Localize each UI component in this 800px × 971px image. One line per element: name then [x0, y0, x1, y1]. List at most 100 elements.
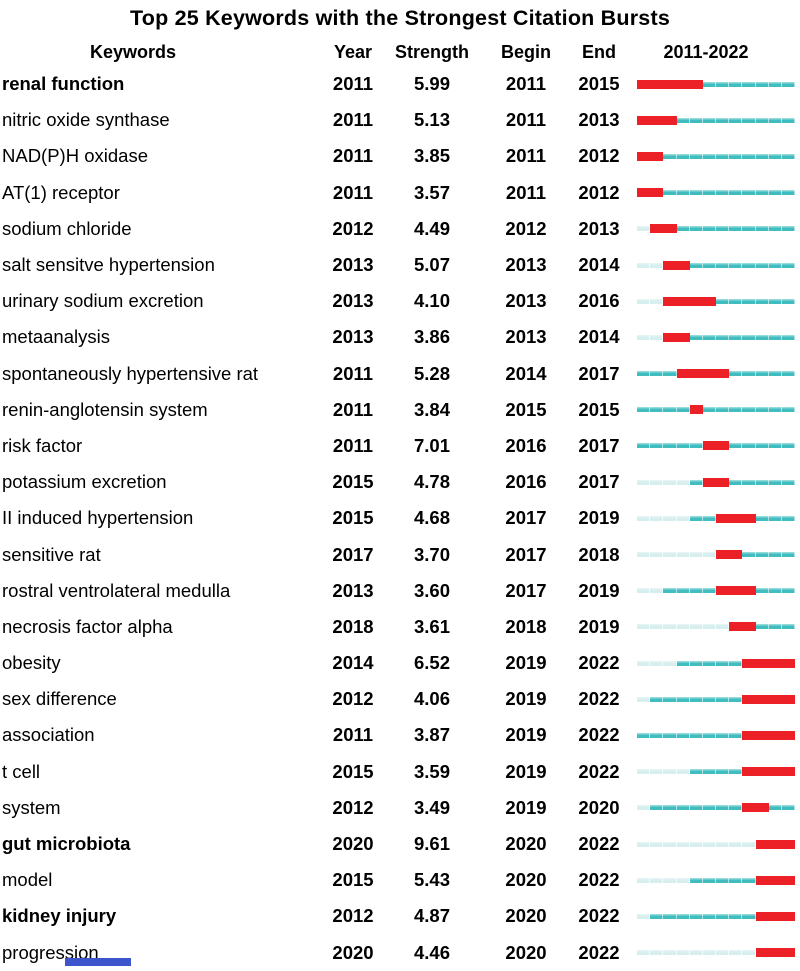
year-segment-2022-burst — [781, 911, 796, 921]
year-segment-2016-pre — [702, 950, 717, 956]
begin-cell: 2011 — [505, 109, 547, 131]
year-cell: 2017 — [332, 543, 374, 565]
year-segment-2022-burst — [781, 839, 796, 849]
table-row: model 2015 5.43 2020 2022 — [0, 862, 800, 898]
timeline-cell — [630, 862, 800, 898]
year-segment-2014-pre — [676, 624, 690, 630]
year-cell: 2011 — [332, 109, 374, 131]
end-cell: 2022 — [578, 760, 620, 782]
year-segment-2020-active — [755, 334, 769, 340]
year-segment-2014-active — [676, 913, 690, 919]
year-segment-2013-burst — [663, 260, 677, 270]
year-segment-2012-burst — [650, 151, 664, 161]
table-row: salt sensitve hypertension 2013 5.07 201… — [0, 247, 800, 283]
keyword-cell: renal function — [2, 73, 125, 95]
year-segment-2012-active — [650, 443, 664, 449]
year-segment-2022-active — [781, 117, 796, 123]
year-segment-2012-pre — [650, 515, 664, 521]
year-segment-2012-burst — [650, 115, 664, 125]
year-segment-2016-active — [702, 588, 717, 594]
year-segment-2018-burst — [729, 622, 743, 632]
end-cell: 2014 — [578, 254, 620, 276]
timeline-cell — [630, 464, 800, 500]
year-segment-2020-burst — [755, 911, 769, 921]
timeline-cell — [630, 573, 800, 609]
year-segment-2018-active — [729, 334, 743, 340]
year-segment-2012-pre — [650, 479, 664, 485]
strength-cell: 7.01 — [413, 434, 450, 456]
year-segment-2021-active — [768, 805, 782, 811]
year-segment-2020-active — [755, 262, 769, 268]
year-segment-2018-burst — [729, 513, 743, 523]
year-segment-2022-active — [781, 226, 796, 232]
timeline-cell — [630, 428, 800, 464]
strength-cell: 4.68 — [413, 507, 450, 529]
keyword-cell: potassium excretion — [2, 471, 167, 493]
year-segment-2019-pre — [742, 841, 756, 847]
keyword-cell: II induced hypertension — [2, 507, 194, 529]
year-segment-2017-active — [716, 805, 730, 811]
table-row: system 2012 3.49 2019 2020 — [0, 790, 800, 826]
timeline-cell — [630, 609, 800, 645]
year-segment-2021-active — [768, 371, 782, 377]
begin-cell: 2013 — [505, 254, 547, 276]
year-segment-2019-active — [742, 913, 756, 919]
end-cell: 2020 — [578, 796, 620, 818]
strength-cell: 5.13 — [413, 109, 450, 131]
year-segment-2017-active — [716, 81, 730, 87]
year-segment-2011-pre — [637, 913, 651, 919]
year-segment-2013-burst — [663, 296, 677, 306]
year-segment-2020-burst — [755, 658, 769, 668]
year-segment-2021-active — [768, 190, 782, 196]
end-cell: 2022 — [578, 724, 620, 746]
year-segment-2020-burst — [755, 839, 769, 849]
year-segment-2013-burst — [663, 115, 677, 125]
year-segment-2013-active — [663, 805, 677, 811]
strength-cell: 5.28 — [413, 362, 450, 384]
keyword-cell: sex difference — [2, 688, 117, 710]
end-cell: 2013 — [578, 217, 620, 239]
end-cell: 2019 — [578, 615, 620, 637]
year-cell: 2012 — [332, 905, 374, 927]
header-keywords: Keywords — [89, 41, 177, 62]
burst-timeline-bar — [637, 898, 796, 934]
timeline-cell — [630, 826, 800, 862]
year-segment-2013-active — [663, 153, 677, 159]
end-cell: 2014 — [578, 326, 620, 348]
year-segment-2020-burst — [755, 948, 769, 958]
strength-cell: 3.57 — [413, 181, 450, 203]
year-segment-2020-active — [755, 298, 769, 304]
year-segment-2014-active — [676, 190, 690, 196]
year-segment-2019-burst — [742, 694, 756, 704]
end-cell: 2015 — [578, 73, 620, 95]
year-segment-2022-burst — [781, 767, 796, 777]
year-segment-2021-active — [768, 298, 782, 304]
keyword-cell: NAD(P)H oxidase — [2, 145, 148, 167]
end-cell: 2016 — [578, 290, 620, 312]
year-segment-2021-burst — [768, 730, 782, 740]
year-segment-2014-pre — [676, 552, 690, 558]
year-segment-2017-burst — [716, 513, 730, 523]
year-segment-2022-active — [781, 624, 796, 630]
year-segment-2012-pre — [650, 334, 664, 340]
keyword-cell: kidney injury — [2, 905, 117, 927]
year-segment-2019-active — [742, 552, 756, 558]
keyword-cell: progression — [2, 941, 99, 963]
timeline-cell — [630, 66, 800, 102]
year-segment-2021-burst — [768, 839, 782, 849]
year-segment-2013-active — [663, 588, 677, 594]
year-cell: 2015 — [332, 507, 374, 529]
year-segment-2022-active — [781, 371, 796, 377]
year-segment-2022-active — [781, 515, 796, 521]
year-segment-2015-burst — [689, 405, 703, 415]
year-segment-2019-active — [742, 81, 756, 87]
year-segment-2017-burst — [716, 550, 730, 560]
year-segment-2013-active — [663, 913, 677, 919]
year-segment-2020-active — [755, 515, 769, 521]
table-row: risk factor 2011 7.01 2016 2017 — [0, 428, 800, 464]
timeline-cell — [630, 175, 800, 211]
year-cell: 2012 — [332, 688, 374, 710]
table-row: sensitive rat 2017 3.70 2017 2018 — [0, 536, 800, 572]
timeline-cell — [630, 645, 800, 681]
year-segment-2018-active — [729, 660, 743, 666]
